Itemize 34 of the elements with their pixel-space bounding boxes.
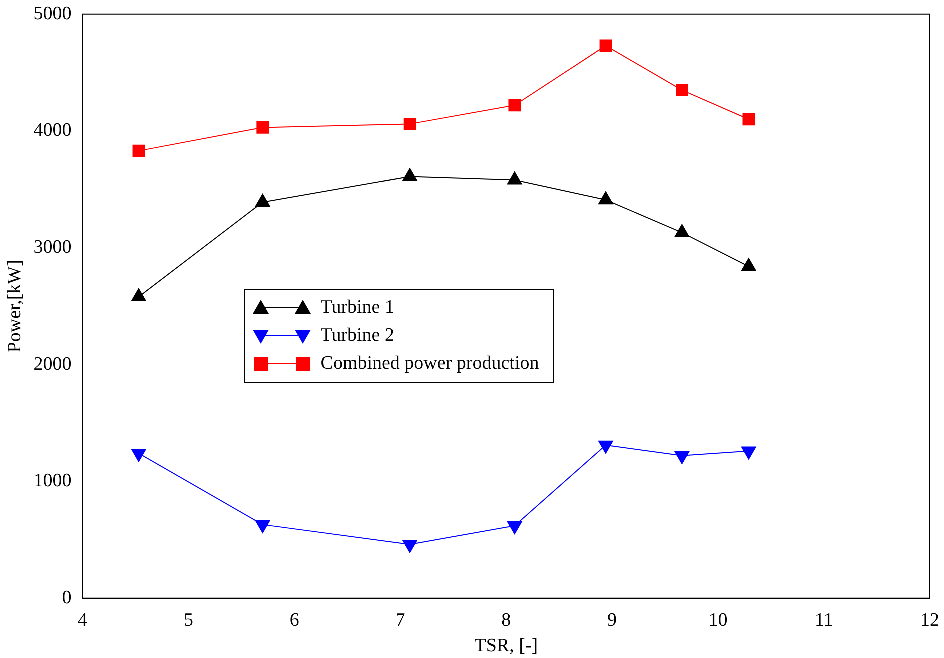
y-tick-label: 4000 — [34, 120, 72, 142]
x-tick-label: 7 — [396, 610, 406, 631]
y-tick-label: 3000 — [34, 236, 72, 258]
legend-label: Turbine 2 — [320, 324, 394, 347]
legend-label: Turbine 1 — [320, 296, 394, 319]
y-axis-title: Power,[kW] — [4, 260, 26, 353]
point — [402, 540, 418, 554]
point — [598, 440, 614, 454]
point — [507, 521, 522, 534]
x-tick-label: 8 — [502, 610, 512, 631]
point — [674, 451, 690, 464]
point — [676, 84, 688, 96]
x-axis-title: TSR, [-] — [474, 636, 538, 657]
y-tick-label: 1000 — [34, 470, 72, 492]
x-tick-label: 6 — [290, 610, 300, 631]
y-tick-label: 5000 — [34, 3, 72, 24]
x-tick-label: 12 — [920, 610, 940, 631]
x-tick-label: 10 — [708, 610, 728, 631]
y-tick-label: 0 — [62, 587, 72, 608]
point — [404, 118, 416, 130]
x-tick-label: 9 — [608, 610, 618, 631]
point — [742, 113, 756, 126]
x-tick-label: 4 — [78, 610, 88, 631]
point — [132, 449, 146, 462]
point — [132, 144, 146, 158]
point — [600, 40, 612, 52]
x-tick-label: 11 — [814, 610, 834, 631]
point — [741, 446, 756, 460]
x-tick-label: 5 — [184, 610, 194, 631]
point — [255, 520, 270, 534]
y-tick-label: 2000 — [34, 354, 72, 375]
point — [508, 99, 522, 112]
legend-label: Combined power production — [320, 352, 540, 375]
point — [256, 122, 269, 134]
